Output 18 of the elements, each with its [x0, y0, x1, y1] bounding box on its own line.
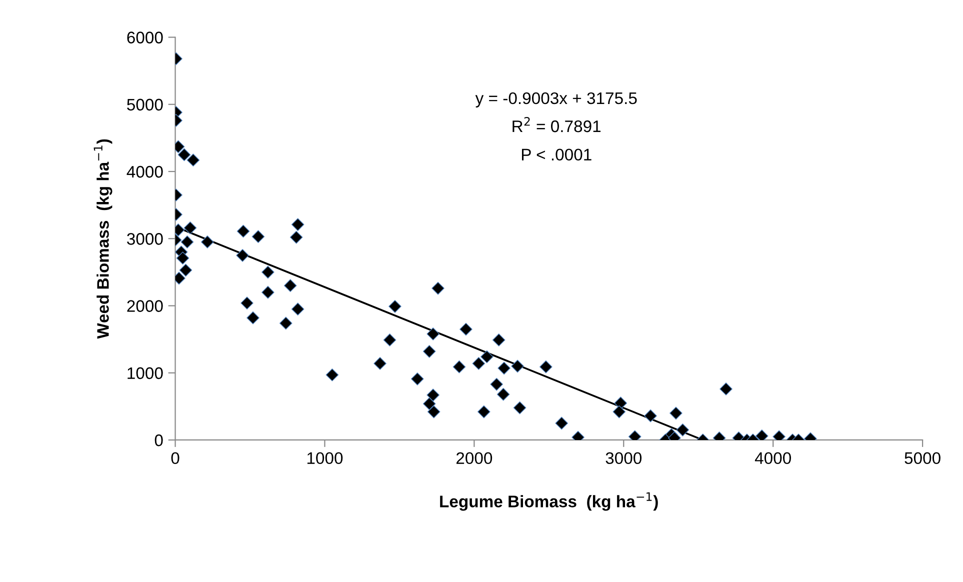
y-tick-label: 3000: [127, 233, 163, 245]
y-tick-label: 6000: [127, 32, 163, 44]
x-tick-label: 0: [171, 452, 180, 464]
annotation: y = -0.9003x + 3175.5: [475, 92, 637, 108]
annotation: P < .0001: [522, 148, 592, 161]
y-tick-label: 5000: [127, 98, 163, 111]
x-tick-label: 1000: [307, 452, 343, 464]
y-axis-title: Weed Biomass (kg ha$^{−1}$): [94, 139, 112, 339]
x-axis-title: Legume Biomass (kg ha$^{−1}$): [440, 492, 658, 511]
y-tick-label: 4000: [126, 166, 163, 178]
x-tick-label: 2000: [456, 452, 492, 464]
y-tick-label: 1000: [128, 367, 163, 380]
x-tick-label: 4000: [754, 452, 791, 464]
x-tick-label: 3000: [606, 452, 642, 464]
y-tick-label: 2000: [127, 300, 163, 312]
annotation: R$^{2}$ = 0.7891: [512, 117, 601, 132]
x-tick-label: 5000: [904, 452, 940, 464]
y-tick-label: 0: [154, 434, 163, 446]
